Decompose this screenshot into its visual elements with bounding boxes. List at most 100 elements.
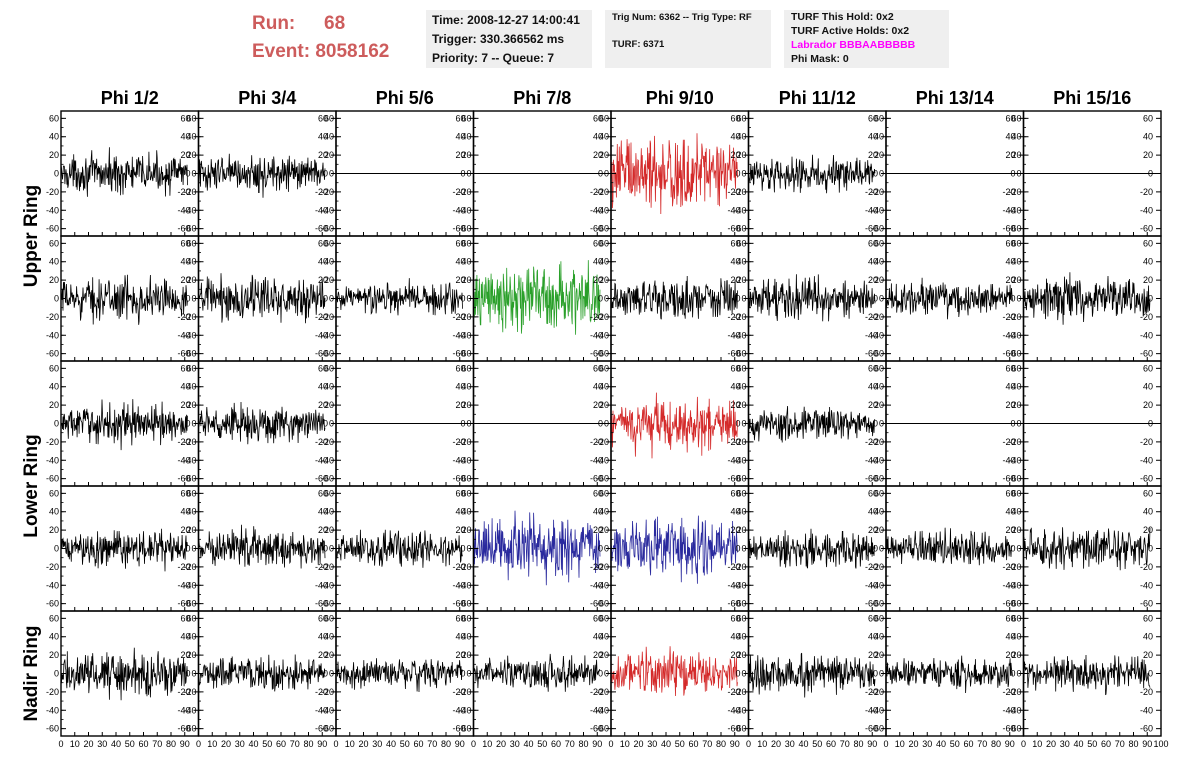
waveform-trace [198, 654, 326, 692]
y-tick-label: -20 [183, 312, 196, 322]
ring-label: Upper Ring [21, 185, 42, 287]
y-tick-label: -40 [871, 455, 884, 465]
y-tick-label-right: -60 [727, 599, 740, 609]
column-header: Phi 13/14 [916, 88, 994, 108]
waveform-panel [60, 110, 200, 237]
y-tick-label-right: 60 [593, 113, 603, 123]
y-tick-label: 0 [741, 544, 746, 554]
waveform-panel [472, 360, 612, 487]
y-tick-label-right: 40 [868, 507, 878, 517]
ring-label: Lower Ring [21, 434, 42, 537]
x-tick-label: 90 [317, 739, 327, 749]
y-tick-label-right: 0 [1148, 294, 1153, 304]
y-tick-label-right: 0 [1148, 419, 1153, 429]
waveform-trace [748, 154, 876, 194]
y-tick-label-right: 60 [1143, 488, 1153, 498]
y-tick-label: 40 [461, 382, 471, 392]
waveform-trace [335, 529, 463, 568]
x-tick-label: 80 [578, 739, 588, 749]
y-tick-label: 20 [874, 650, 884, 660]
y-tick-label: 60 [324, 363, 334, 373]
y-tick-label-right: -20 [590, 437, 603, 447]
y-tick-label: -20 [596, 312, 609, 322]
y-tick-label-right: 40 [180, 632, 190, 642]
y-tick-label: -60 [871, 724, 884, 734]
y-tick-label: 60 [186, 363, 196, 373]
y-tick-label-right: -40 [865, 705, 878, 715]
y-tick-label-right: 40 [868, 382, 878, 392]
x-tick-label: 80 [1128, 739, 1138, 749]
y-tick-label-right: 40 [1005, 382, 1015, 392]
y-tick-label-right: 60 [1143, 363, 1153, 373]
y-tick-label: -40 [1008, 205, 1021, 215]
trigger-text: Trigger: 330.366562 ms [432, 32, 565, 46]
waveform-trace [60, 399, 188, 451]
ring-label: Nadir Ring [21, 625, 42, 721]
y-tick-label: -60 [871, 349, 884, 359]
y-tick-label-right: 60 [318, 113, 328, 123]
y-tick-label-right: 60 [180, 238, 190, 248]
waveform-panel [197, 610, 337, 737]
y-tick-label-right: -20 [865, 437, 878, 447]
waveform-panel [472, 235, 612, 362]
y-tick-label: 20 [324, 525, 334, 535]
x-tick-label: 70 [840, 739, 850, 749]
y-tick-label-right: 0 [735, 419, 740, 429]
y-tick-label-right: 40 [1143, 257, 1153, 267]
y-tick-label-right: 60 [730, 238, 740, 248]
y-tick-label-right: 0 [735, 669, 740, 679]
y-tick-label: -20 [46, 687, 59, 697]
y-tick-label: -60 [733, 349, 746, 359]
y-tick-label: 40 [874, 507, 884, 517]
x-tick-label: 80 [166, 739, 176, 749]
y-tick-label: 40 [874, 257, 884, 267]
y-tick-label-right: -40 [1002, 205, 1015, 215]
turf-active-holds-text: TURF Active Holds: 0x2 [791, 25, 910, 37]
y-tick-label-right: 60 [1143, 113, 1153, 123]
y-tick-label-right: 0 [1010, 669, 1015, 679]
y-tick-label: 60 [49, 238, 59, 248]
y-tick-label-right: 40 [318, 632, 328, 642]
y-tick-label-right: -40 [590, 705, 603, 715]
waveform-trace [473, 510, 601, 586]
y-tick-label-right: 0 [598, 294, 603, 304]
y-tick-label-right: -20 [590, 562, 603, 572]
y-tick-label: -40 [1008, 580, 1021, 590]
x-tick-label: 50 [675, 739, 685, 749]
y-tick-label-right: 60 [318, 488, 328, 498]
y-tick-label: 20 [461, 400, 471, 410]
y-tick-label-right: -40 [315, 205, 328, 215]
y-tick-label-right: 0 [873, 169, 878, 179]
y-tick-label-right: 60 [318, 363, 328, 373]
y-tick-label: 0 [54, 669, 59, 679]
y-tick-label: 0 [604, 294, 609, 304]
y-tick-label: 40 [736, 507, 746, 517]
y-tick-label: 40 [49, 632, 59, 642]
y-tick-label: 60 [599, 363, 609, 373]
waveform-panel [747, 235, 887, 362]
y-tick-label: 20 [736, 275, 746, 285]
y-tick-label-right: 20 [868, 400, 878, 410]
y-tick-label: -20 [596, 437, 609, 447]
y-tick-label: 60 [186, 238, 196, 248]
y-tick-label-right: 0 [598, 669, 603, 679]
x-tick-label: 90 [455, 739, 465, 749]
labrador-text: Labrador BBBAABBBBB [791, 39, 916, 51]
waveform-panel [885, 110, 1025, 237]
waveform-trace [748, 405, 876, 443]
x-tick-label: 40 [248, 739, 258, 749]
y-tick-label-right: -60 [177, 474, 190, 484]
y-tick-label-right: -40 [315, 580, 328, 590]
y-tick-label-right: -40 [452, 580, 465, 590]
x-tick-label: 80 [853, 739, 863, 749]
y-tick-label: -20 [46, 187, 59, 197]
y-tick-label: 20 [1011, 400, 1021, 410]
y-tick-label-right: 20 [1143, 150, 1153, 160]
y-tick-label: 0 [329, 419, 334, 429]
y-tick-label-right: -60 [865, 599, 878, 609]
y-tick-label: 20 [461, 650, 471, 660]
turf-info-box: TURF This Hold: 0x2 TURF Active Holds: 0… [784, 10, 949, 68]
x-tick-label: 10 [757, 739, 767, 749]
run-event-block: Run: 68 Event: 8058162 [252, 10, 389, 66]
y-tick-label-right: -60 [452, 474, 465, 484]
